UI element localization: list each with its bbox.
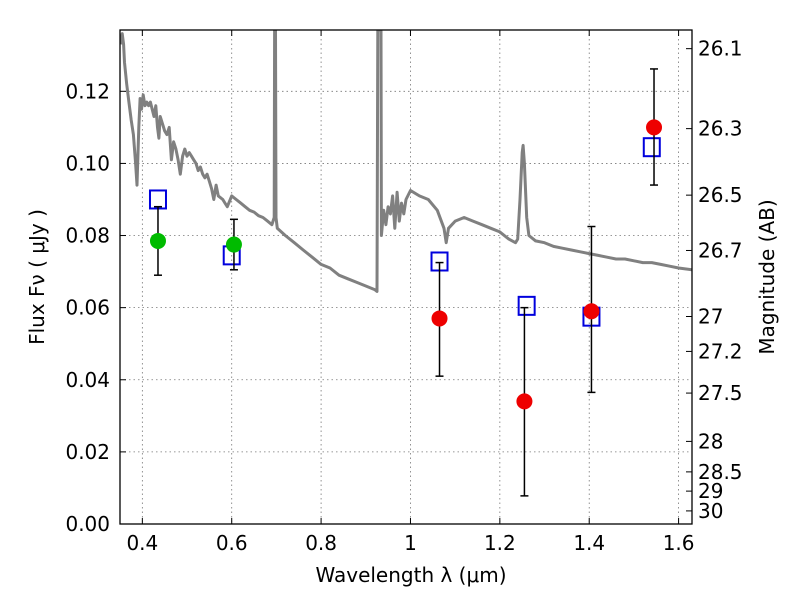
series-layer [120, 30, 692, 497]
model-spectrum-line [120, 30, 692, 293]
model-box-marker [148, 189, 167, 210]
x-tick-label: 1 [404, 531, 417, 555]
flux-point [149, 232, 166, 249]
flux-point [516, 393, 533, 410]
y2-tick-label: 29 [698, 479, 723, 503]
x-tick-label: 0.6 [216, 531, 248, 555]
x-tick-label: 1.6 [663, 531, 695, 555]
model-box-marker [517, 295, 536, 316]
y2-tick-label: 26.3 [698, 117, 743, 141]
grid [120, 30, 692, 524]
x-tick-label: 1.2 [484, 531, 516, 555]
y-tick-label: 0.00 [65, 512, 110, 536]
flux-point [431, 310, 448, 327]
y2-tick-label: 27.2 [698, 339, 743, 363]
x-tick-label: 0.4 [126, 531, 158, 555]
y2-tick-label: 28.5 [698, 460, 743, 484]
flux-point [646, 119, 663, 136]
y-tick-label: 0.02 [65, 440, 110, 464]
y-tick-label: 0.08 [65, 224, 110, 248]
y2-tick-label: 30 [698, 499, 723, 523]
x-tick-label: 1.4 [573, 531, 605, 555]
x-tick-label: 0.8 [305, 531, 337, 555]
y2-tick-label: 26.7 [698, 238, 743, 262]
model-box-marker [642, 137, 661, 158]
y2-axis-label: Magnitude (AB) [755, 199, 779, 354]
y2-tick-label: 27 [698, 305, 723, 329]
y-tick-label: 0.10 [65, 151, 110, 175]
x-axis-label: Wavelength λ (μm) [315, 563, 506, 587]
flux-point [225, 236, 242, 253]
y-tick-label: 0.06 [65, 296, 110, 320]
y-axis-label: Flux Fν ( μJy ) [25, 209, 49, 345]
plot-frame [119, 29, 693, 525]
y2-tick-label: 27.5 [698, 381, 743, 405]
y2-tick-label: 28 [698, 429, 723, 453]
y-tick-label: 0.12 [65, 79, 110, 103]
y2-tick-label: 26.5 [698, 183, 743, 207]
tick-layer: 0.4 0.6 0.8 1 1.2 1.4 1.6 0.00 0.02 0.04 0.06 0.08 0… [65, 30, 743, 555]
y2-tick-label: 26.1 [698, 37, 743, 61]
flux-point [583, 303, 600, 320]
y-tick-label: 0.04 [65, 368, 110, 392]
